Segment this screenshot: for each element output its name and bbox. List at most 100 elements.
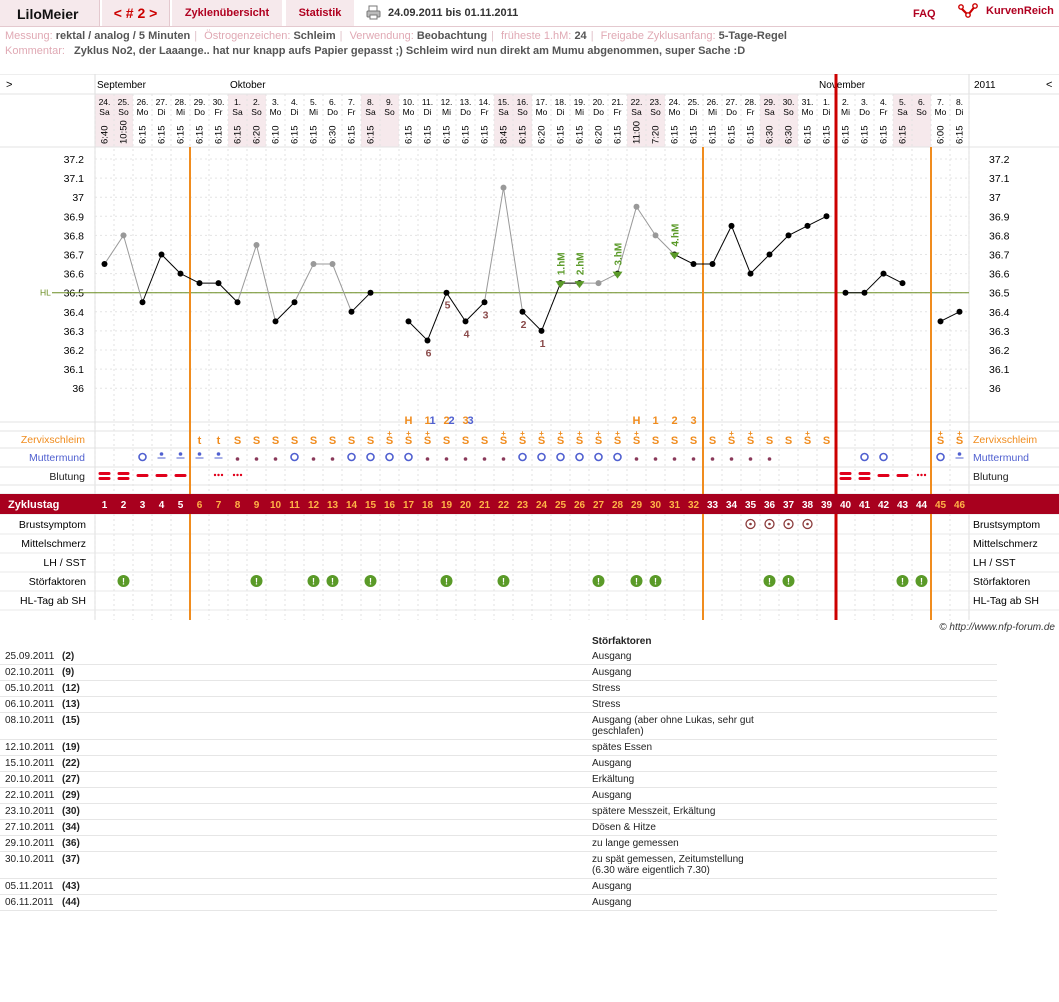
comment-line: Kommentar: Zyklus No2, der Laaange.. hat… [5, 45, 745, 57]
temp-curve-segment [788, 225, 808, 236]
zervix-mark: S [823, 435, 830, 447]
temp-curve-segment [864, 273, 884, 294]
temp-point [158, 251, 165, 258]
time-label: 6:15 [138, 126, 149, 145]
temp-point [937, 318, 944, 325]
temp-tick-left: 37.1 [64, 173, 85, 185]
mumu-closed-symbol [748, 457, 753, 461]
mumu-closed-symbol [482, 457, 487, 461]
time-label: 6:15 [613, 126, 624, 145]
low-count-label: 2 [521, 319, 527, 331]
date-label: 16. [517, 97, 529, 107]
temp-point [348, 308, 355, 315]
date-label: 31. [802, 97, 814, 107]
cycle-day-number: 21 [479, 500, 491, 511]
time-label: 6:15 [575, 126, 586, 145]
mumu-open-symbol [879, 452, 888, 462]
peak-mark: 1 [652, 415, 658, 427]
bleeding-spotting [923, 473, 927, 477]
kurvenreich-logo-icon[interactable] [958, 3, 978, 21]
higher-measurement-marker [669, 252, 680, 260]
date-label: 28. [745, 97, 757, 107]
tab-statistik[interactable]: Statistik [286, 0, 354, 26]
notes-text: spätes Essen [592, 742, 653, 753]
temp-point [291, 299, 298, 306]
time-label: 6:15 [803, 126, 814, 145]
time-label: 6:15 [955, 126, 966, 145]
date-label: 27. [156, 97, 168, 107]
cycle-day-number: 4 [159, 500, 165, 511]
temp-curve-segment [275, 301, 295, 322]
notes-text: Ausgang [592, 897, 632, 908]
cycle-day-bar [0, 494, 1059, 514]
temp-curve-segment [104, 235, 124, 265]
mumu-open-symbol [518, 452, 527, 462]
notes-date: 23.10.2011 [0, 803, 62, 820]
cycle-navigator[interactable]: < # 2 > [102, 0, 170, 26]
temp-point [804, 222, 811, 229]
top-bar: LiloMeier < # 2 > Zyklenübersicht Statis… [0, 0, 1059, 27]
year-label: 2011 [974, 80, 996, 91]
time-label: 6:15 [708, 126, 719, 145]
temp-tick-right: 36.8 [989, 230, 1010, 242]
temp-point [595, 280, 602, 287]
hm-label: 2.hM [576, 252, 587, 275]
date-label: 7. [937, 97, 944, 107]
username[interactable]: LiloMeier [0, 0, 100, 26]
time-label: 6:15 [404, 126, 415, 145]
date-label: 23. [650, 97, 662, 107]
notes-cycle-day: (44) [62, 894, 592, 911]
notes-row: 22.10.2011 (29) Ausgang [0, 787, 997, 804]
time-label: 6:15 [423, 126, 434, 145]
temp-curve-segment [636, 206, 656, 236]
stoerfaktor-icon [440, 575, 453, 587]
stoerfaktor-mark: ! [502, 577, 505, 587]
cycle-day-number: 10 [270, 500, 282, 511]
temp-tick-left: 36.8 [64, 230, 85, 242]
tab-zyklenuebersicht[interactable]: Zyklenübersicht [172, 0, 282, 26]
notes-cycle-day: (27) [62, 771, 592, 788]
temp-point [405, 318, 412, 325]
notes-cycle-day: (9) [62, 664, 592, 681]
temp-curve-segment [446, 292, 466, 322]
brand-name[interactable]: KurvenReich [986, 5, 1054, 17]
chart-bg [0, 74, 1059, 620]
stoerfaktor-mark: ! [920, 577, 923, 587]
symptom-row-label: LH / SST [43, 557, 86, 569]
hl-label: HL [40, 288, 51, 298]
date-label: 14. [479, 97, 491, 107]
cycle-day-number: 31 [669, 500, 681, 511]
zervix-plus: + [558, 429, 563, 438]
notes-text: Ausgang [592, 790, 632, 801]
temp-point [424, 337, 431, 344]
bleeding-spotting [217, 473, 220, 477]
bleeding-heavy [839, 477, 852, 480]
temp-point [652, 232, 659, 239]
cycle-day-number: 32 [688, 500, 700, 511]
weekday-label: Di [157, 107, 165, 117]
weekend-shade [646, 94, 665, 147]
temp-point [120, 232, 127, 239]
cycle-day-number: 14 [346, 500, 358, 511]
temp-point [177, 270, 184, 277]
time-label: 6:15 [898, 126, 909, 145]
zervix-mark: S [690, 435, 697, 447]
time-label: 6:15 [822, 126, 833, 145]
month-label: November [819, 80, 866, 91]
temp-curve-segment [256, 244, 276, 322]
zervix-mark: S [785, 435, 792, 447]
zervix-plus: + [577, 429, 582, 438]
temp-curve-segment [180, 273, 200, 284]
printer-icon[interactable] [366, 5, 381, 20]
notes-text: Ausgang [592, 651, 632, 662]
cycle-day-number: 44 [916, 500, 928, 511]
notes-date: 12.10.2011 [0, 739, 62, 756]
notes-text: Ausgang [592, 667, 632, 678]
cycle-chart: > <2011 September Oktober November 24. Sa 6:40 2… [0, 73, 1059, 630]
weekday-label: Di [423, 107, 431, 117]
peak-mark-secondary: 2 [448, 415, 454, 427]
faq-link[interactable]: FAQ [913, 8, 936, 20]
stoerfaktor-mark: ! [122, 577, 125, 587]
cycle-day-number: 33 [707, 500, 719, 511]
notes-date: 05.10.2011 [0, 680, 62, 697]
